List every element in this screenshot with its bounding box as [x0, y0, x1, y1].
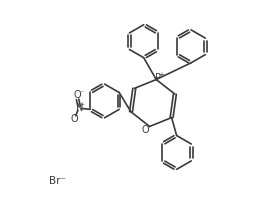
Text: O: O — [70, 114, 78, 124]
Text: O: O — [74, 90, 81, 100]
Text: N: N — [76, 103, 83, 113]
Text: +: + — [158, 72, 164, 78]
Text: P: P — [155, 73, 161, 83]
Text: Br⁻: Br⁻ — [49, 176, 66, 186]
Text: +: + — [79, 102, 85, 107]
Text: ⁻: ⁻ — [79, 89, 83, 98]
Text: O: O — [141, 125, 149, 135]
